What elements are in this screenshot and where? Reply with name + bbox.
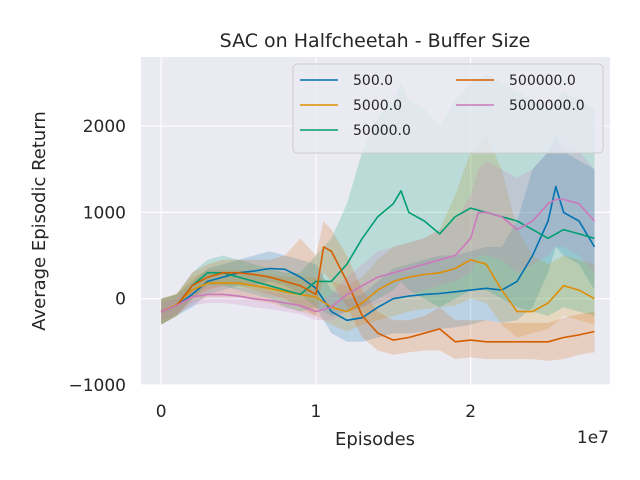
legend: 500.0 5000.0 50000.0 500000.0 5000000.0 xyxy=(292,63,604,154)
series-lines xyxy=(160,185,596,343)
y-tick-label: −1000 xyxy=(68,376,126,396)
x-tick-labels: 0 1 2 xyxy=(156,402,476,422)
x-axis-multiplier: 1e7 xyxy=(577,428,609,448)
y-tick-label: 2000 xyxy=(83,117,126,137)
y-tick-labels: −1000 0 1000 2000 xyxy=(68,117,126,396)
x-axis-label: Episodes xyxy=(335,429,415,450)
line-5000000-0 xyxy=(160,198,596,313)
band-5000000-0 xyxy=(161,143,595,321)
chart-title: SAC on Halfcheetah - Buffer Size xyxy=(220,30,531,52)
x-tick-label: 1 xyxy=(310,402,321,422)
x-tick-label: 2 xyxy=(465,402,476,422)
line-500000-0 xyxy=(160,246,595,343)
legend-label: 50000.0 xyxy=(353,123,411,139)
x-tick-label: 0 xyxy=(156,402,167,422)
legend-label: 5000.0 xyxy=(353,98,402,114)
y-tick-label: 1000 xyxy=(83,203,126,223)
legend-label: 500.0 xyxy=(353,73,393,89)
y-tick-label: 0 xyxy=(115,290,126,310)
legend-label: 5000000.0 xyxy=(509,98,585,114)
band-500000-0 xyxy=(161,221,595,361)
line-5000-0 xyxy=(160,258,595,313)
band-5000-0 xyxy=(161,134,595,338)
legend-box xyxy=(292,63,604,154)
legend-label: 500000.0 xyxy=(509,73,576,89)
band-500-0 xyxy=(161,134,595,342)
y-axis-label: Average Episodic Return xyxy=(29,111,50,331)
line-50000-0 xyxy=(160,190,595,313)
